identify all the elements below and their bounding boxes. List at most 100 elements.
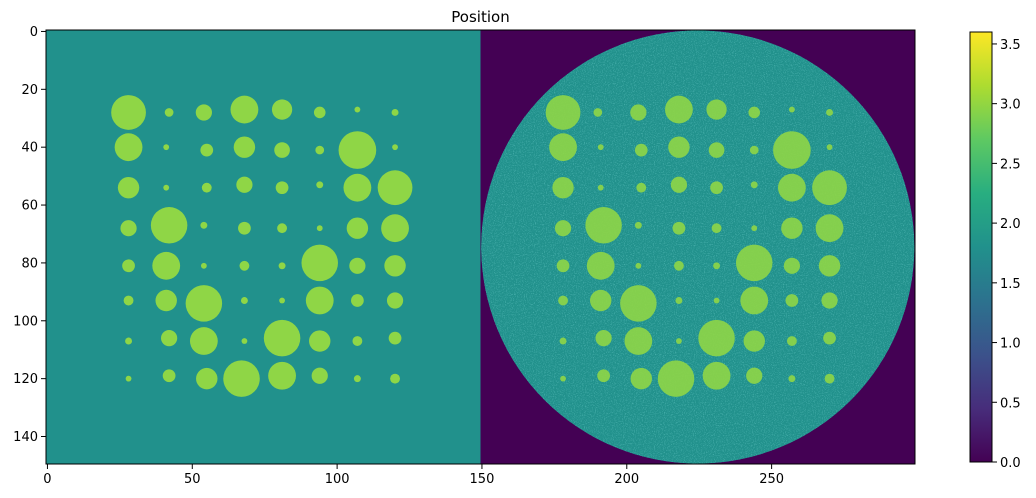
left-inclusion-43 xyxy=(240,297,248,305)
left-inclusion-39 xyxy=(384,255,406,277)
right-inclusion-4 xyxy=(706,99,727,120)
left-inclusion-13 xyxy=(315,145,325,155)
right-inclusion-53 xyxy=(743,330,765,352)
right-inclusion-5 xyxy=(748,106,761,119)
left-inclusion-31 xyxy=(381,214,409,243)
x-tick-label: 150 xyxy=(470,472,495,487)
right-inclusion-31 xyxy=(815,214,844,243)
x-tick-label: 250 xyxy=(759,472,784,487)
right-inclusion-25 xyxy=(585,207,622,244)
right-inclusion-44 xyxy=(713,297,720,304)
left-inclusion-56 xyxy=(125,375,132,382)
left-inclusion-14 xyxy=(338,131,377,169)
right-inclusion-7 xyxy=(826,108,834,116)
x-tick-label: 50 xyxy=(184,472,201,487)
right-inclusion-60 xyxy=(702,361,731,390)
right-inclusion-46 xyxy=(785,294,799,307)
left-inclusion-1 xyxy=(164,108,174,117)
y-tick-label: 60 xyxy=(21,199,38,214)
left-inclusion-49 xyxy=(160,330,178,347)
left-inclusion-17 xyxy=(163,184,170,191)
left-inclusion-46 xyxy=(351,294,364,307)
y-tick-label: 120 xyxy=(13,372,38,387)
x-tick-label: 100 xyxy=(325,472,350,487)
colorbar-tick-label: 2.5 xyxy=(1000,157,1021,172)
right-inclusion-28 xyxy=(711,223,722,234)
right-inclusion-37 xyxy=(735,244,773,282)
left-inclusion-19 xyxy=(236,176,253,193)
colorbar-ticks: 0.0 0.5 1.0 1.5 2.0 2.5 3.0 3.5 xyxy=(992,38,1021,471)
right-inclusion-22 xyxy=(777,173,806,202)
left-inclusion-21 xyxy=(316,181,324,189)
left-inclusion-12 xyxy=(274,142,290,158)
left-inclusion-2 xyxy=(195,104,212,121)
left-inclusion-60 xyxy=(268,361,296,390)
right-inclusion-19 xyxy=(670,176,688,193)
right-inclusion-48 xyxy=(559,337,567,345)
left-inclusion-55 xyxy=(388,331,402,345)
y-tick-label: 80 xyxy=(21,256,38,271)
right-inclusion-21 xyxy=(750,181,758,189)
right-inclusion-17 xyxy=(597,184,604,191)
left-inclusion-51 xyxy=(241,338,248,344)
right-panel-inclusions xyxy=(545,95,847,397)
left-inclusion-48 xyxy=(125,337,133,345)
y-tick-label: 20 xyxy=(21,83,38,98)
colorbar-tick-label: 0.0 xyxy=(1000,456,1021,471)
left-inclusion-15 xyxy=(392,144,398,151)
left-inclusion-28 xyxy=(277,223,288,234)
left-inclusion-40 xyxy=(123,295,134,306)
left-inclusion-20 xyxy=(275,181,289,195)
right-inclusion-18 xyxy=(636,182,647,193)
right-inclusion-54 xyxy=(786,336,797,346)
right-inclusion-43 xyxy=(675,297,683,305)
right-inclusion-51 xyxy=(676,338,682,344)
right-inclusion-2 xyxy=(630,104,647,121)
right-inclusion-29 xyxy=(751,225,758,232)
left-inclusion-63 xyxy=(390,373,400,384)
colorbar-tick-label: 0.5 xyxy=(1000,396,1021,411)
right-inclusion-16 xyxy=(552,176,574,199)
right-inclusion-57 xyxy=(597,369,610,383)
left-inclusion-41 xyxy=(155,289,177,312)
right-inclusion-30 xyxy=(781,217,803,239)
left-inclusion-25 xyxy=(150,207,188,244)
left-inclusion-8 xyxy=(114,133,143,162)
colorbar-tick-label: 2.0 xyxy=(1000,217,1021,232)
y-axis-ticks: 0 20 40 60 80 100 120 140 xyxy=(13,25,46,445)
right-inclusion-35 xyxy=(673,260,684,271)
colorbar xyxy=(969,31,993,463)
left-inclusion-16 xyxy=(117,176,140,199)
x-tick-label: 0 xyxy=(43,472,51,487)
left-inclusion-3 xyxy=(230,95,259,124)
right-inclusion-38 xyxy=(783,257,801,274)
left-inclusion-24 xyxy=(120,220,137,237)
left-inclusion-61 xyxy=(311,367,328,384)
left-inclusion-6 xyxy=(354,106,361,113)
colorbar-tick-label: 1.5 xyxy=(1000,277,1021,292)
left-inclusion-54 xyxy=(352,336,363,346)
right-inclusion-50 xyxy=(624,327,653,355)
left-inclusion-23 xyxy=(377,170,413,206)
chart-title: Position xyxy=(451,8,509,26)
left-inclusion-52 xyxy=(263,319,301,357)
right-inclusion-11 xyxy=(668,136,690,158)
right-inclusion-6 xyxy=(788,106,795,113)
left-inclusion-35 xyxy=(239,260,250,271)
left-inclusion-0 xyxy=(111,95,146,130)
left-inclusion-32 xyxy=(122,259,135,273)
right-inclusion-42 xyxy=(620,285,657,322)
left-inclusion-7 xyxy=(391,108,399,116)
left-inclusion-45 xyxy=(305,286,334,315)
right-inclusion-20 xyxy=(710,181,723,195)
left-inclusion-5 xyxy=(313,106,326,119)
right-panel-disk-group xyxy=(481,30,915,464)
x-tick-label: 200 xyxy=(614,472,639,487)
right-inclusion-15 xyxy=(826,144,833,151)
left-inclusion-26 xyxy=(200,221,208,229)
right-inclusion-10 xyxy=(634,143,648,157)
right-inclusion-34 xyxy=(635,262,642,269)
left-inclusion-34 xyxy=(200,262,207,269)
right-inclusion-56 xyxy=(560,375,566,382)
right-inclusion-1 xyxy=(593,108,603,117)
